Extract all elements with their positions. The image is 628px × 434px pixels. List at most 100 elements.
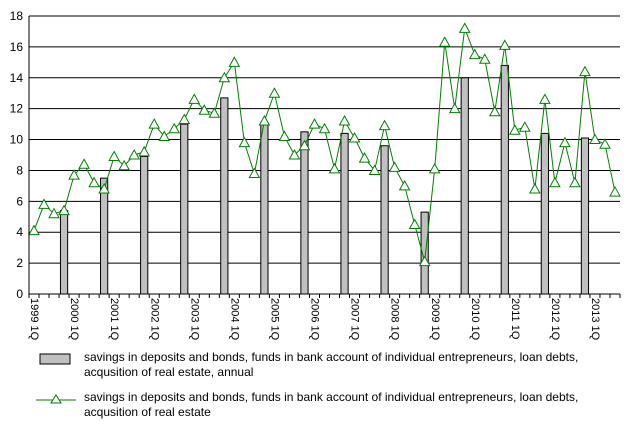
line-point [178,113,191,124]
line-point [88,176,100,188]
line-point [278,130,291,141]
y-tick-label: 14 [10,71,24,85]
line-point [478,53,491,64]
y-tick-label: 4 [16,225,23,239]
bar [340,132,349,295]
gridlines [29,15,620,295]
line-point [308,118,321,129]
line-point [559,136,571,148]
line-point [298,139,311,151]
line-point [368,164,381,175]
line-point [398,179,411,191]
line-point [318,122,331,134]
line-point [28,224,40,236]
bar-series [59,64,590,295]
line-point [328,162,341,174]
legend-label-bar: savings in deposits and bonds, funds in … [84,350,579,379]
y-tick-label: 8 [16,163,23,177]
bar [460,77,469,295]
line-point [348,131,361,143]
line-point [498,39,511,50]
x-tick-label: 2004 1Q [228,298,240,341]
line-point [138,145,151,157]
line-series [28,22,621,267]
line-point [358,152,371,163]
x-tick-label: 2001 1Q [108,298,120,341]
x-tick-label: 2007 1Q [349,298,361,341]
line-point [569,176,581,188]
legend-swatch-bar [36,353,76,367]
line-point [589,133,601,145]
line-point [108,150,120,162]
x-tick-label: 2008 1Q [389,298,401,341]
line-point [579,65,591,77]
line-point [378,119,391,131]
bar [59,210,69,295]
x-tick-label: 2003 1Q [188,298,200,341]
line-point [218,71,231,83]
line-point [148,118,161,129]
x-tick-label: 2005 1Q [269,298,281,341]
line-point [248,167,261,179]
line-point [458,22,471,33]
line-point [338,114,351,126]
line-point [198,104,211,115]
line-point [539,93,551,104]
line-point [599,138,611,149]
bar [220,97,229,295]
x-tick-label: 2006 1Q [309,298,321,341]
line-point [168,122,181,134]
y-tick-label: 2 [16,256,23,270]
y-tick-label: 18 [10,9,24,23]
x-tick-label: 2000 1Q [68,298,80,341]
bar [580,137,590,295]
y-tick-label: 12 [10,102,24,116]
bar [180,123,189,295]
line-point [448,102,461,114]
x-tick-label: 2013 1Q [589,298,601,341]
bar [100,177,109,295]
line-point [408,218,421,229]
line-point [78,158,90,169]
line-point [228,56,241,67]
y-tick-label: 0 [16,287,23,301]
legend: savings in deposits and bonds, funds in … [30,350,620,425]
bar [260,122,269,295]
line-point [549,176,561,188]
line-point [438,36,451,47]
line-point [98,182,110,194]
x-tick-label: 2011 1Q [509,298,521,340]
line-point [208,107,221,118]
line-point [158,130,171,141]
tick-labels: 0 2 4 6 8 10 12 14 16 18 1999 1Q 2000 1Q 2001 1Q 2002… [10,9,601,341]
line-point [518,121,531,132]
line-point [468,48,481,60]
line-point [118,159,131,171]
bar [540,132,549,295]
line-point [488,105,501,117]
line-point [68,169,80,180]
axes [28,16,621,298]
line-point [48,207,60,219]
y-tick-label: 6 [16,194,23,208]
y-tick-label: 16 [10,40,24,54]
series-line [33,28,616,262]
line-point [609,186,621,197]
bar [380,145,389,295]
x-tick-label: 2010 1Q [469,298,481,341]
x-tick-label: 2012 1Q [549,298,561,341]
line-point [58,204,70,216]
y-tick-label: 10 [10,133,24,147]
bar [300,131,309,295]
line-point [508,124,521,135]
x-tick-label: 1999 1Q [28,298,40,341]
line-point [428,162,441,174]
line-point [418,255,431,267]
line-point [128,148,141,160]
line-point [258,114,271,126]
line-point [38,198,50,209]
legend-swatch-line [36,393,76,407]
line-point [268,87,281,98]
